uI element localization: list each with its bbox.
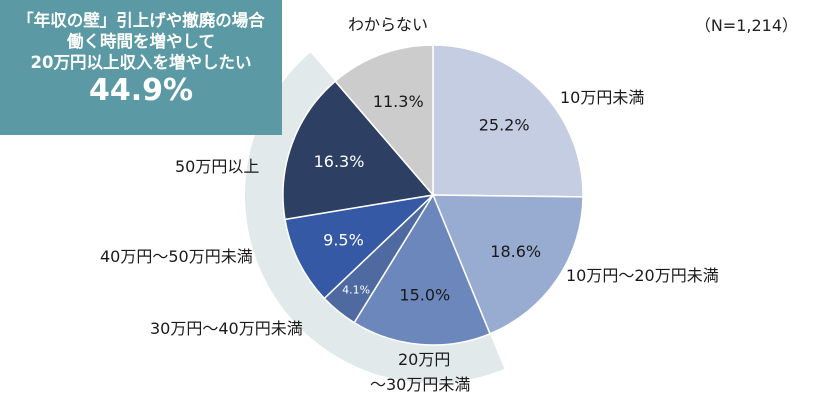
pie-category-label-10万円未満: 10万円未満 xyxy=(560,88,644,107)
pie-slice-50万円以上 xyxy=(282,80,435,221)
pie-slice-わからない xyxy=(334,44,434,198)
callout-line-3: 20万円以上収入を増やしたい xyxy=(30,53,252,72)
callout-percentage: 44.9% xyxy=(88,73,194,108)
sample-size-note: （N=1,214） xyxy=(694,16,798,35)
highlight-callout: 「年収の壁」引上げや撤廃の場合 働く時間を増やして 20万円以上収入を増やしたい… xyxy=(0,0,282,135)
pie-slice-10万円～20万円未満 xyxy=(431,194,584,335)
pie-category-label-10万円～20万円未満: 10万円～20万円未満 xyxy=(566,266,719,285)
pie-category-labels: 10万円未満 10万円～20万円未満 20万円～30万円未満 30万円～40万円未満 4… xyxy=(100,15,719,394)
highlight-band xyxy=(245,52,505,383)
pie-category-label-40万円～50万円未満: 40万円～50万円未満 xyxy=(100,247,253,266)
pie-category-label-30万円～40万円未満: 30万円～40万円未満 xyxy=(150,319,303,338)
pie-value-label-20万円-～30万円未満: 15.0% xyxy=(399,286,450,305)
pie-value-label-わからない: 11.3% xyxy=(373,92,424,111)
pie-slice-40万円～50万円未満 xyxy=(284,193,436,300)
pie-value-label-10万円～20万円未満: 18.6% xyxy=(490,242,541,261)
pie-category-label-わからない: わからない xyxy=(348,15,428,34)
pie-slices xyxy=(282,44,584,346)
highlight-band-arc xyxy=(245,52,505,383)
callout-line-1: 「年収の壁」引上げや撤廃の場合 xyxy=(17,11,265,30)
callout-line-2: 働く時間を増やして xyxy=(66,32,215,51)
pie-slice-10万円未満 xyxy=(432,44,584,198)
pie-value-label-10万円未満: 25.2% xyxy=(479,116,530,135)
pie-value-label-50万円以上: 16.3% xyxy=(314,152,365,171)
pie-value-labels: 25.2% 18.6% 15.0% 4.1% 9.5% 16.3% 11.3% xyxy=(314,92,542,304)
pie-value-label-40万円～50万円未満: 9.5% xyxy=(323,231,364,250)
pie-value-label-30万円～40万円未満: 4.1% xyxy=(342,284,370,297)
pie-slice-20万円-～30万円未満 xyxy=(353,193,491,346)
pie-category-label-50万円以上: 50万円以上 xyxy=(175,157,259,176)
pie-category-label-20万円-～30万円未満: 20万円～30万円未満 xyxy=(370,350,470,394)
